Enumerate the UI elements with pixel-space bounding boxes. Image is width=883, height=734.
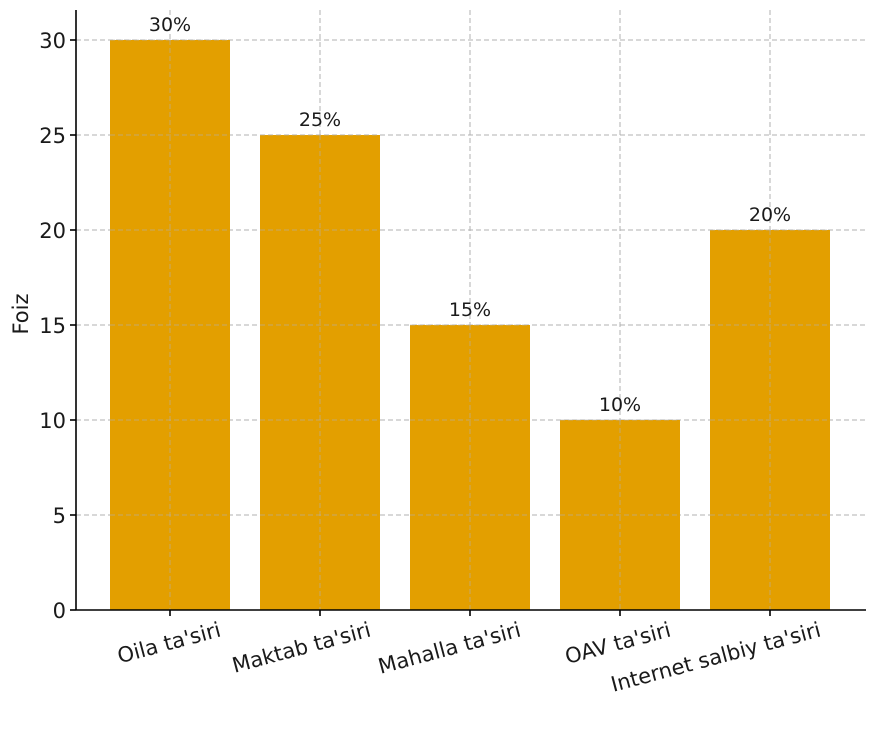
x-tick-label: Maktab ta'siri [230, 618, 374, 678]
y-axis-label: Foiz [9, 293, 33, 334]
y-tick-label: 25 [39, 124, 66, 148]
y-tick-label: 30 [39, 29, 66, 53]
bar [410, 325, 530, 610]
x-tick-label: Mahalla ta'siri [376, 618, 524, 679]
bar-value-label: 30% [149, 14, 191, 36]
x-tick-label: Oila ta'siri [115, 618, 223, 669]
y-tick-label: 10 [39, 409, 66, 433]
bar-value-label: 10% [599, 394, 641, 416]
y-tick-label: 20 [39, 219, 66, 243]
bar-value-label: 20% [749, 204, 791, 226]
y-tick-label: 5 [53, 504, 66, 528]
x-tick-labels: Oila ta'siri Maktab ta'siri Mahalla ta'sir… [115, 618, 823, 697]
y-tick-labels: 0 5 10 15 20 25 30 [39, 29, 66, 623]
data-labels: 30% 25% 15% 10% 20% [110, 14, 830, 516]
y-tick-label: 15 [39, 314, 66, 338]
y-tick-label: 0 [53, 599, 66, 623]
axes [70, 10, 866, 616]
bar-value-label: 15% [449, 299, 491, 321]
bar-value-label: 25% [299, 109, 341, 131]
